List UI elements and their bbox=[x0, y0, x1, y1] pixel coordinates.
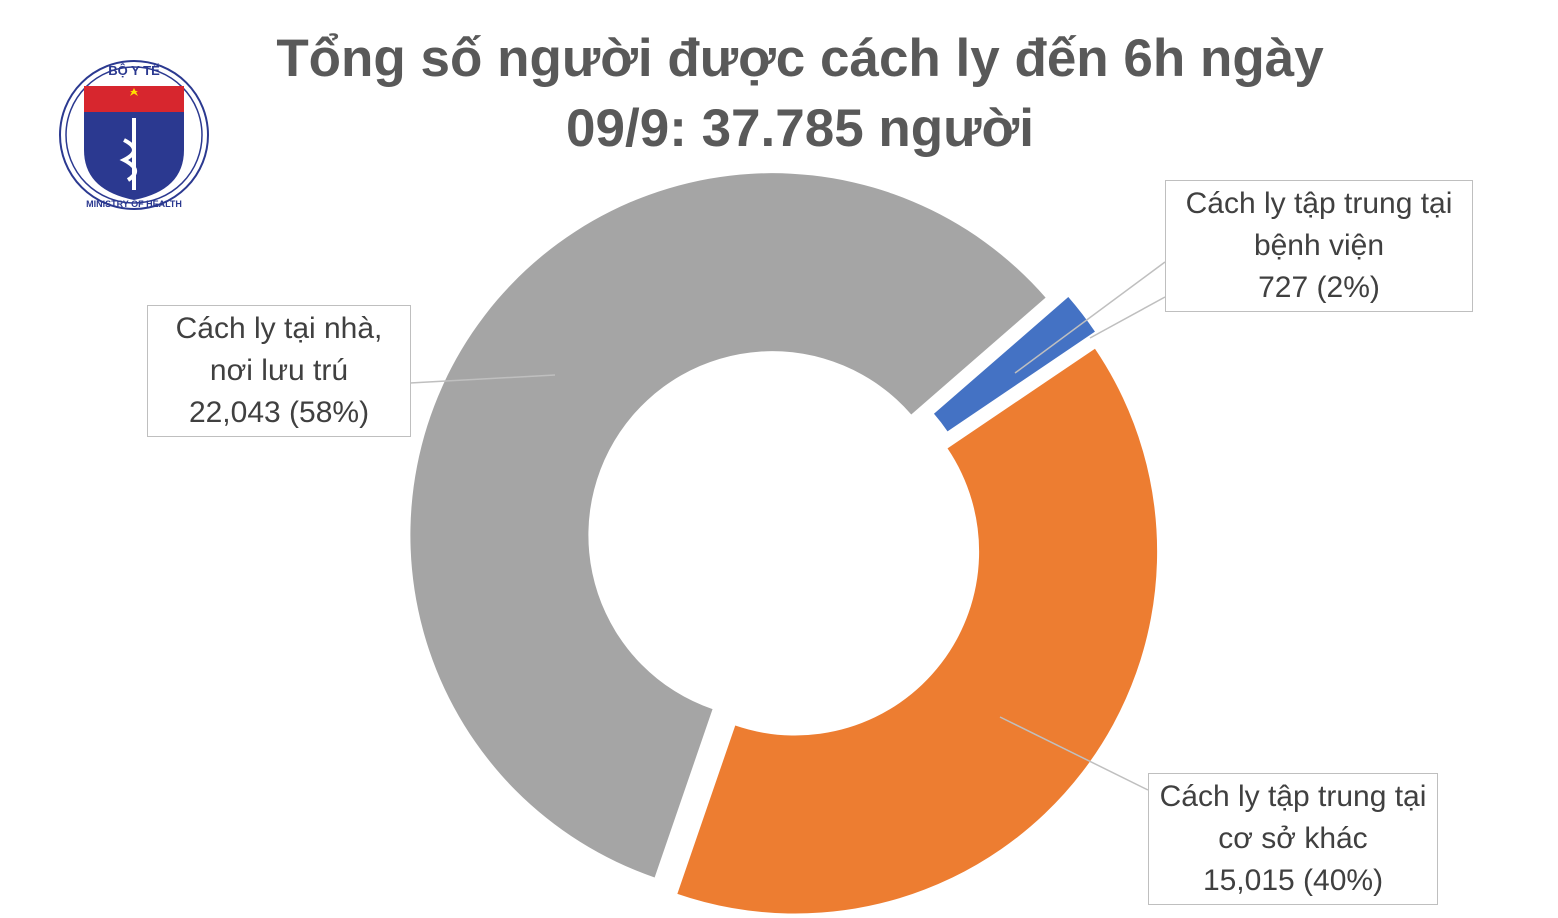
leader-line bbox=[1089, 296, 1166, 339]
donut-slice bbox=[677, 348, 1158, 914]
data-label: Cách ly tập trung tại bệnh viện 727 (2%) bbox=[1165, 180, 1473, 312]
leader-line bbox=[409, 374, 556, 384]
leader-line bbox=[1014, 261, 1166, 374]
donut-slice bbox=[410, 173, 1046, 878]
logo-band bbox=[84, 86, 184, 112]
data-label: Cách ly tập trung tại cơ sở khác 15,015 … bbox=[1148, 773, 1438, 905]
value-label: 22,043 (58%) bbox=[188, 396, 370, 429]
leader-line bbox=[999, 716, 1149, 791]
logo-top: BỘ Y TẾ bbox=[108, 63, 160, 78]
logo-ring bbox=[59, 60, 209, 210]
leader-lines bbox=[409, 261, 1166, 791]
logo-star bbox=[130, 88, 138, 96]
logo-bottom: MINISTRY OF HEALTH bbox=[86, 199, 182, 209]
logo: BỘ Y TẾ MINISTRY OF HEALTH bbox=[59, 60, 209, 210]
value-label: 727 (2%) bbox=[1258, 271, 1380, 304]
category-label: Cách ly tập trung tại bệnh viện bbox=[1185, 187, 1453, 262]
chart-title: Tổng số người được cách ly đến 6h ngày 0… bbox=[276, 29, 1324, 158]
value-label: 15,015 (40%) bbox=[1202, 864, 1384, 897]
category-label: Cách ly tập trung tại cơ sở khác bbox=[1159, 780, 1427, 855]
logo-staff bbox=[119, 118, 137, 190]
donut-slice bbox=[933, 296, 1095, 432]
logo-ring bbox=[65, 66, 203, 204]
category-label: Cách ly tại nhà, nơi lưu trú bbox=[175, 312, 383, 387]
data-label: Cách ly tại nhà, nơi lưu trú 22,043 (58%… bbox=[147, 305, 411, 437]
